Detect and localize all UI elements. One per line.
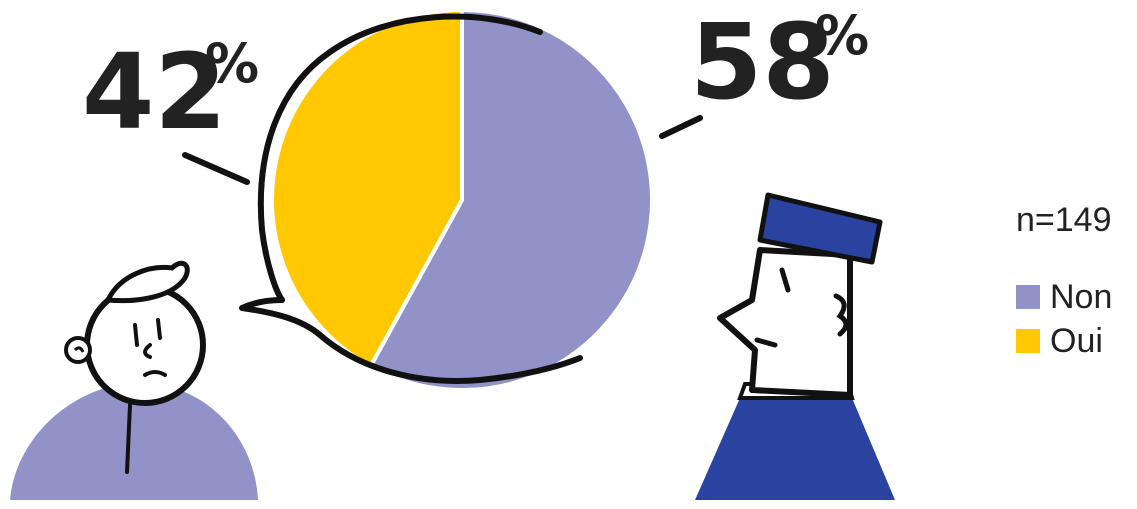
value-label-oui-number: 42 [82, 31, 227, 153]
value-label-oui: 42 % [82, 31, 259, 153]
legend-swatch-non [1016, 285, 1040, 309]
chart-legend: n=149 Non Oui [1016, 200, 1112, 366]
callout-tick-right [659, 115, 703, 139]
person-with-cap-icon [10, 260, 258, 500]
value-label-non-suffix: % [815, 4, 869, 67]
callout-tick-left [182, 152, 250, 185]
pie-slices [270, 7, 654, 392]
legend-label-oui: Oui [1050, 322, 1103, 360]
sample-size-label: n=149 [1016, 201, 1112, 239]
legend-item-non: Non [1016, 278, 1112, 316]
person-with-uniform-cap-icon [695, 192, 895, 500]
legend-item-oui: Oui [1016, 322, 1112, 360]
pie-slice-non [367, 7, 654, 392]
legend-label-non: Non [1050, 278, 1113, 316]
value-label-oui-suffix: % [205, 32, 259, 95]
legend-swatch-oui [1016, 329, 1040, 353]
speech-bubble-outline [239, 13, 583, 384]
value-label-non: 58 % [690, 1, 869, 123]
value-label-non-number: 58 [690, 1, 835, 123]
